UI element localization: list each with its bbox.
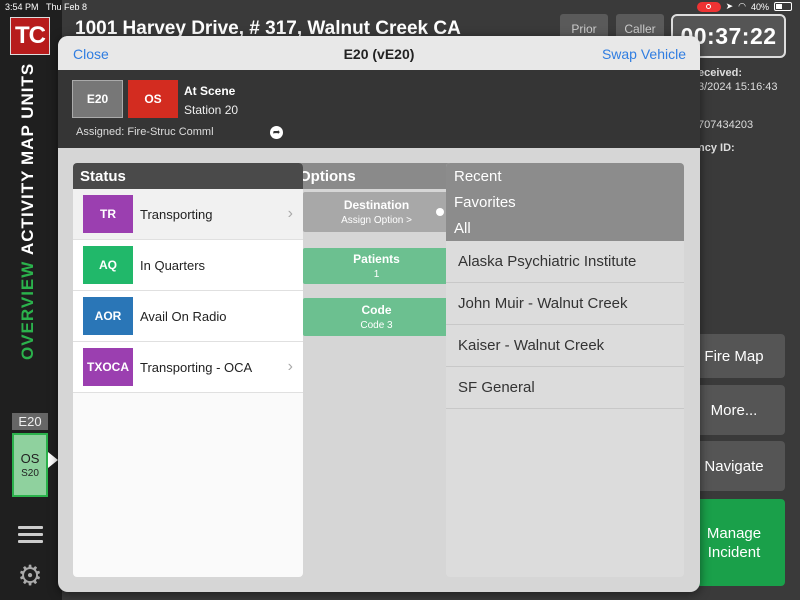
- destination-row[interactable]: John Muir - Walnut Creek: [446, 283, 684, 325]
- status-badge: AQ: [83, 246, 133, 284]
- nav-activity[interactable]: ACTIVITY: [18, 169, 37, 255]
- unit-status-code: OS: [20, 451, 40, 466]
- status-badge: TR: [83, 195, 133, 233]
- tc-logo: TC: [10, 17, 50, 55]
- screen-record-icon: [696, 1, 721, 12]
- destination-value: Assign Option >: [341, 215, 412, 226]
- patients-value: 1: [373, 269, 380, 280]
- status-time: 3:54 PM: [5, 2, 39, 12]
- hamburger-menu-icon[interactable]: [18, 526, 43, 544]
- status-row-avail-on-radio[interactable]: AOR Avail On Radio: [73, 291, 303, 342]
- code-label: Code: [361, 303, 392, 317]
- tab-favorites[interactable]: Favorites: [454, 194, 516, 211]
- unit-label: E20: [12, 413, 48, 430]
- destination-label: Destination: [343, 198, 410, 212]
- unit-station-code: S20: [21, 468, 39, 479]
- incident-address: 1001 Harvey Drive, # 317, Walnut Creek C…: [75, 18, 461, 39]
- destination-option-button[interactable]: Destination Assign Option >: [303, 192, 450, 232]
- station-text: Station 20: [184, 103, 239, 117]
- destination-panel: Recent Favorites All Alaska Psychiatric …: [446, 163, 684, 577]
- unit-status-modal: Close E20 (vE20) Swap Vehicle E20 OS At …: [58, 36, 700, 592]
- nav-map-units[interactable]: MAP UNITS: [18, 62, 37, 165]
- agency-id-label: ncy ID:: [698, 142, 735, 154]
- unit-pointer-arrow: [48, 452, 58, 468]
- manage-incident-line2: Incident: [707, 543, 761, 561]
- status-label: In Quarters: [140, 257, 206, 273]
- more-button[interactable]: More...: [683, 385, 785, 435]
- unit-banner: E20 OS At Scene Station 20 Assigned: Fir…: [58, 70, 700, 148]
- gear-icon[interactable]: ⚙: [17, 560, 43, 591]
- left-sidebar: TC MAP UNITS ACTIVITY OVERVIEW E20 OS S2…: [0, 0, 62, 600]
- chevron-right-icon: ›: [287, 358, 293, 375]
- status-panel: Status TR Transporting › AQ In Quarters …: [73, 163, 303, 577]
- navigate-button[interactable]: Navigate: [683, 441, 785, 491]
- patients-label: Patients: [353, 252, 400, 266]
- manage-incident-button[interactable]: Manage Incident: [683, 499, 785, 586]
- battery-icon: [774, 2, 792, 11]
- status-header: Status: [73, 163, 303, 189]
- incident-number: 707434203: [698, 119, 754, 131]
- status-row-transporting[interactable]: TR Transporting ›: [73, 189, 303, 240]
- received-label: eceived:: [698, 67, 743, 79]
- status-label: Transporting: [140, 206, 213, 222]
- options-header: Options: [281, 163, 456, 189]
- status-row-transporting-oca[interactable]: TXOCA Transporting - OCA ›: [73, 342, 303, 393]
- status-label: Avail On Radio: [140, 308, 227, 324]
- selected-dot-icon: [436, 208, 444, 216]
- status-row-in-quarters[interactable]: AQ In Quarters: [73, 240, 303, 291]
- destination-tabs: Recent Favorites All: [446, 163, 684, 241]
- tab-all[interactable]: All: [454, 220, 471, 237]
- destination-row[interactable]: Kaiser - Walnut Creek: [446, 325, 684, 367]
- status-date: Thu Feb 8: [46, 2, 88, 12]
- manage-incident-line1: Manage: [706, 524, 762, 542]
- ios-status-bar: 3:54 PM Thu Feb 8 ➤ ◠ 40%: [0, 0, 800, 14]
- patients-option-button[interactable]: Patients 1: [303, 248, 450, 284]
- chevron-right-icon: ›: [287, 205, 293, 222]
- code-option-button[interactable]: Code Code 3: [303, 298, 450, 336]
- battery-percent: 40%: [750, 1, 769, 12]
- destination-row[interactable]: SF General: [446, 367, 684, 409]
- status-badge: TXOCA: [83, 348, 133, 386]
- tab-recent[interactable]: Recent: [454, 168, 502, 185]
- fire-map-button[interactable]: Fire Map: [683, 334, 785, 378]
- wifi-icon: ◠: [738, 1, 746, 11]
- status-indicators: ➤ ◠ 40%: [696, 1, 792, 12]
- nav-overview[interactable]: OVERVIEW: [18, 260, 37, 360]
- assigned-text: Assigned: Fire-Struc Comml: [76, 126, 214, 138]
- code-value: Code 3: [360, 320, 393, 331]
- location-icon: ➤: [725, 1, 734, 11]
- unit-chip: E20: [72, 80, 123, 118]
- status-chip: OS: [128, 80, 178, 118]
- modal-header: Close E20 (vE20) Swap Vehicle: [58, 36, 700, 70]
- unit-status-card[interactable]: OS S20: [12, 433, 48, 497]
- current-status-text: At Scene: [184, 84, 236, 98]
- swap-vehicle-button[interactable]: Swap Vehicle: [601, 46, 686, 62]
- status-label: Transporting - OCA: [140, 359, 253, 375]
- received-value: 3/2024 15:16:43: [698, 81, 778, 93]
- destination-row[interactable]: Alaska Psychiatric Institute: [446, 241, 684, 283]
- status-badge: AOR: [83, 297, 133, 335]
- close-button[interactable]: Close: [73, 46, 109, 62]
- modal-title: E20 (vE20): [343, 46, 415, 62]
- share-icon[interactable]: ➦: [270, 126, 283, 139]
